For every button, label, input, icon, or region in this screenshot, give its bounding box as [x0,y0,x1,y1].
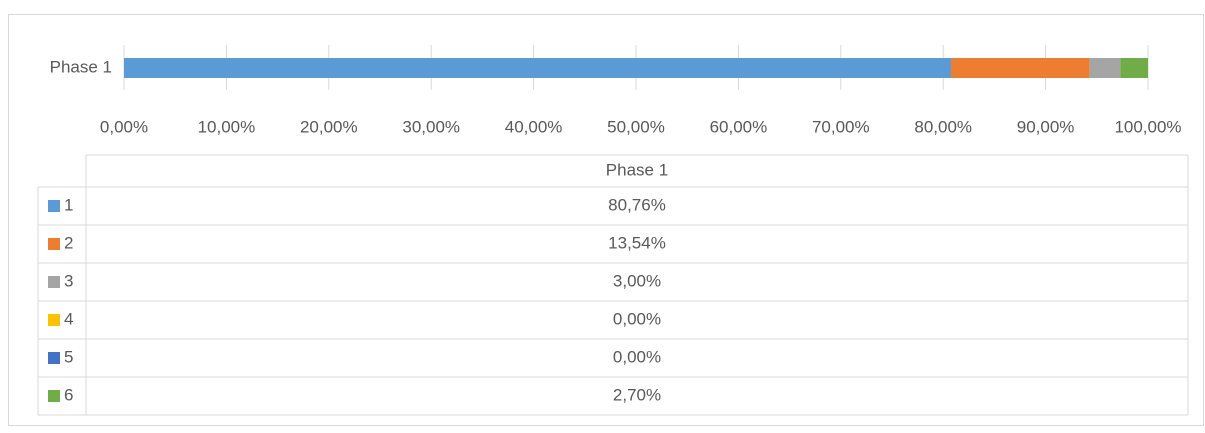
legend-key [48,276,60,288]
x-tick-label: 90,00% [1017,117,1075,136]
x-tick-label: 10,00% [198,117,256,136]
x-tick-label: 100,00% [1114,117,1181,136]
x-tick-label: 20,00% [300,117,358,136]
x-tick-label: 30,00% [402,117,460,136]
bar-segment [950,58,1090,78]
table-value: 2,70% [613,385,661,404]
x-tick-label: 80,00% [914,117,972,136]
x-tick-label: 70,00% [812,117,870,136]
table-value: 0,00% [613,347,661,366]
legend-key [48,238,60,250]
y-tick-label: Phase 1 [50,57,112,76]
legend-key [48,314,60,326]
legend-label: 3 [64,271,73,290]
x-tick-label: 60,00% [710,117,768,136]
table-header: Phase 1 [606,160,668,179]
bar-segment [124,58,951,78]
legend-key [48,200,60,212]
table-value: 13,54% [608,233,666,252]
bar-segment [1089,58,1121,78]
x-tick-label: 40,00% [505,117,563,136]
legend-label: 4 [64,309,73,328]
table-value: 80,76% [608,195,666,214]
legend-label: 2 [64,233,73,252]
x-tick-label: 50,00% [607,117,665,136]
x-tick-label: 0,00% [100,117,148,136]
legend-label: 5 [64,347,73,366]
legend-key [48,390,60,402]
table-value: 3,00% [613,271,661,290]
table-value: 0,00% [613,309,661,328]
bar-segment [1120,58,1148,78]
chart-border [8,14,1204,426]
legend-label: 6 [64,385,73,404]
legend-key [48,352,60,364]
legend-label: 1 [64,195,73,214]
